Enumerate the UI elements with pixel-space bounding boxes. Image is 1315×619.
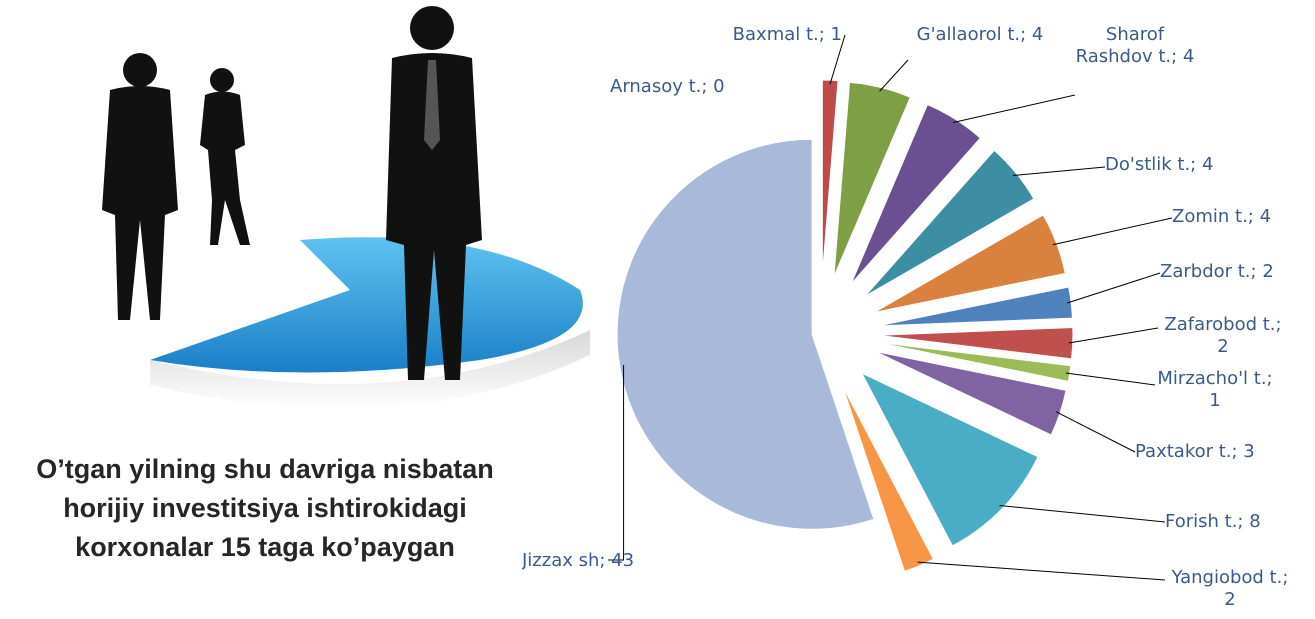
- leader-line: [879, 59, 909, 92]
- leader-line: [1052, 217, 1173, 246]
- data-label: Do'stlik t.; 4: [1105, 154, 1214, 175]
- data-label: Zomin t.; 4: [1172, 206, 1272, 227]
- leader-line: [917, 561, 1166, 581]
- leader-line: [829, 34, 846, 85]
- data-label: Sharof Rashdov t.; 4: [1075, 24, 1195, 67]
- data-label: Baxmal t.; 1: [732, 24, 842, 45]
- data-label: Mirzacho'l t.; 1: [1157, 368, 1273, 411]
- data-label: Zarbdor t.; 2: [1160, 261, 1274, 282]
- data-label-box: Paxtakor t.; 3: [1135, 441, 1255, 462]
- data-label-box: Jizzax sh; 43: [522, 550, 635, 571]
- data-label-box: Zarbdor t.; 2: [1160, 261, 1274, 282]
- data-label: Yangiobod t.; 2: [1171, 567, 1289, 610]
- pie-slice: [860, 372, 1039, 547]
- data-label-box: Zafarobod t.; 2: [1164, 314, 1282, 357]
- data-label-box: Zomin t.; 4: [1172, 206, 1272, 227]
- data-label: Forish t.; 8: [1165, 511, 1261, 532]
- data-label-box: Sharof Rashdov t.; 4: [1075, 24, 1195, 67]
- pie-slice: [850, 103, 982, 285]
- data-label-box: Forish t.; 8: [1165, 511, 1261, 532]
- leader-line: [1012, 166, 1106, 177]
- illustration: [102, 6, 590, 409]
- data-label-box: Arnasoy t.; 0: [610, 76, 725, 97]
- leader-line: [608, 364, 625, 561]
- leader-line: [1068, 327, 1159, 344]
- leader-line: [1065, 372, 1156, 386]
- data-label-box: Yangiobod t.; 2: [1171, 567, 1289, 610]
- pie-slice: [877, 326, 1074, 360]
- leader-line: [952, 94, 1076, 124]
- leader-line: [1067, 272, 1161, 304]
- pie-slice: [833, 81, 911, 277]
- caption-line: O’tgan yilning shu davriga nisbatan: [36, 454, 494, 484]
- data-label-box: Baxmal t.; 1: [732, 24, 842, 45]
- caption: O’tgan yilning shu davriga nisbatan hori…: [36, 454, 495, 563]
- pie-slice: [616, 138, 875, 530]
- data-label: Arnasoy t.; 0: [610, 76, 725, 97]
- pie-slice: [864, 149, 1035, 297]
- leader-line: [1055, 411, 1136, 453]
- caption-line: horijiy investitsiya ishtirokidagi: [63, 493, 467, 523]
- data-label: G'allaorol t.; 4: [916, 24, 1044, 45]
- pie-slice: [873, 214, 1066, 313]
- pie-slice: [821, 79, 839, 276]
- caption-line: korxonalar 15 taga ko’paygan: [75, 532, 455, 562]
- data-label: Jizzax sh; 43: [522, 550, 635, 571]
- pie-slice: [877, 286, 1073, 327]
- pie-slice: [874, 350, 1067, 436]
- data-label: Paxtakor t.; 3: [1135, 441, 1255, 462]
- data-label-box: G'allaorol t.; 4: [916, 24, 1044, 45]
- leader-line: [999, 504, 1166, 523]
- data-label: Zafarobod t.; 2: [1164, 314, 1282, 357]
- data-label-box: Mirzacho'l t.; 1: [1157, 368, 1273, 411]
- data-label-box: Do'stlik t.; 4: [1105, 154, 1214, 175]
- pie-slice: [842, 386, 935, 572]
